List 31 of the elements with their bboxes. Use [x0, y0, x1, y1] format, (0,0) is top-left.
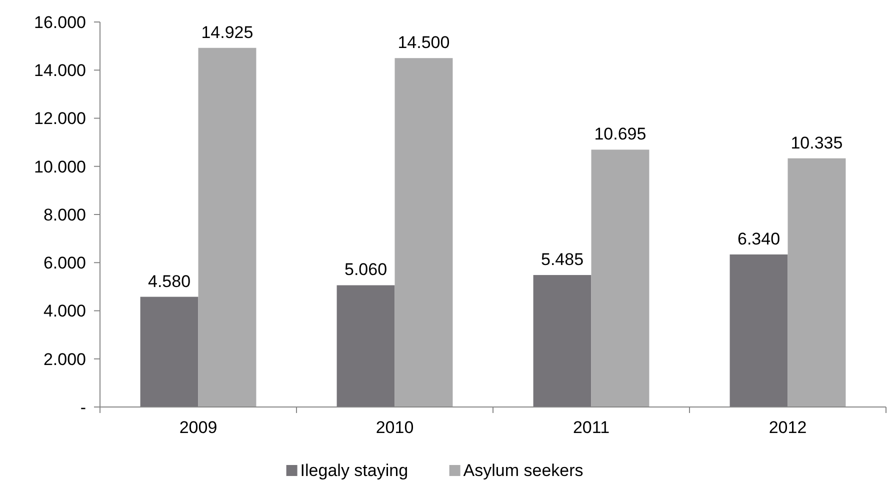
y-tick-label: 16.000 — [34, 12, 86, 32]
bar — [140, 296, 198, 407]
data-label: 5.485 — [540, 250, 584, 270]
y-tick-label: 8.000 — [43, 205, 86, 224]
data-label: 14.925 — [201, 22, 254, 42]
data-label: 10.335 — [790, 133, 843, 152]
bar — [533, 275, 592, 407]
bar — [198, 48, 256, 407]
legend-label: Ilegaly staying — [300, 461, 408, 480]
bar — [336, 285, 395, 407]
legend-label: Asylum seekers — [463, 461, 584, 480]
bar — [394, 58, 453, 407]
y-tick-label: 4.000 — [43, 302, 86, 321]
data-label: 14.500 — [398, 33, 450, 52]
y-tick-label: 14.000 — [34, 61, 86, 80]
y-tick-label: 6.000 — [43, 254, 86, 273]
y-tick-label: - — [80, 398, 86, 417]
x-tick-label: 2011 — [572, 418, 610, 437]
y-tick-label: 10.000 — [34, 157, 86, 176]
x-tick-label: 2009 — [179, 418, 218, 437]
bar — [730, 254, 788, 407]
bar — [788, 158, 846, 407]
bar — [591, 150, 650, 407]
data-label: 10.695 — [594, 124, 646, 144]
data-label: 5.060 — [344, 260, 388, 280]
y-tick-label: 12.000 — [34, 109, 86, 128]
y-tick-label: 2.000 — [43, 350, 86, 369]
x-tick-label: 2010 — [376, 418, 414, 437]
data-label: 6.340 — [737, 229, 780, 248]
x-tick-label: 2012 — [768, 418, 807, 437]
data-label: 4.580 — [148, 272, 191, 291]
